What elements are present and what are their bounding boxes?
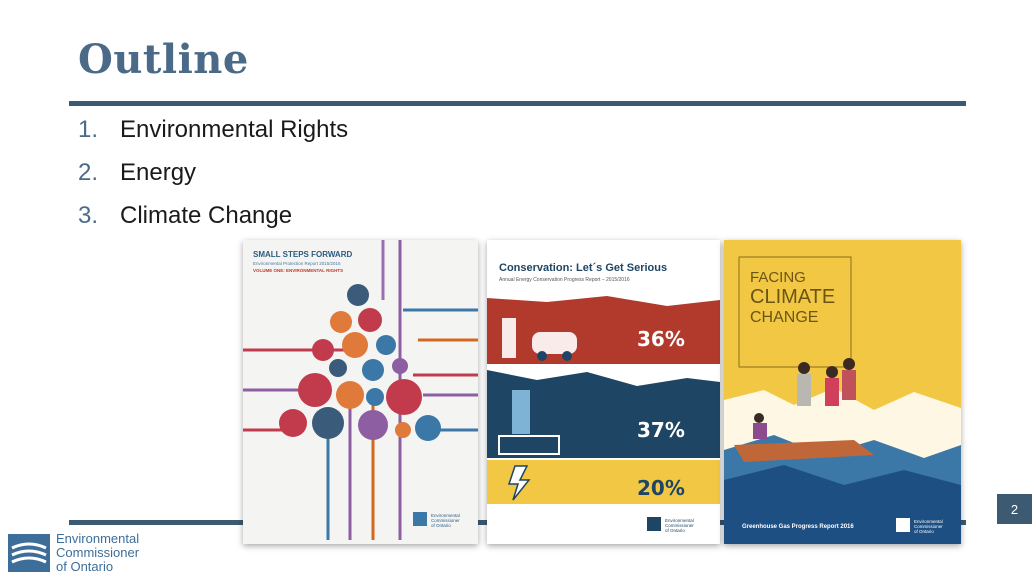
publisher-logo-icon — [896, 518, 910, 532]
list-number: 3. — [78, 202, 99, 229]
cover2-publisher-line: Environmental — [665, 518, 694, 523]
cover3-heading-line: CLIMATE — [750, 286, 835, 308]
cover1-heading: SMALL STEPS FORWARD — [253, 250, 352, 259]
lightning-icon — [507, 465, 531, 501]
cover1-volume: VOLUME ONE: ENVIRONMENTAL RIGHTS — [253, 268, 343, 273]
list-number: 2. — [78, 159, 99, 186]
list-item: 3. Climate Change — [78, 202, 348, 245]
cover2-subheading: Annual Energy Conservation Progress Repo… — [499, 277, 630, 283]
list-number: 1. — [78, 116, 99, 143]
report-cover-energy-conservation: Conservation: Let´s Get Serious Annual E… — [487, 240, 720, 544]
eco-logo: Environmental Commissioner of Ontario — [8, 531, 139, 575]
car-charging-icon — [502, 318, 577, 361]
cover3-publisher-line: Commissioner — [914, 524, 943, 529]
report-cover-environmental-rights: SMALL STEPS FORWARD Environmental Protec… — [243, 240, 478, 544]
cover1-publisher-line: Commissioner — [431, 518, 460, 523]
people-on-raft-icon — [753, 358, 856, 439]
cover1-publisher-line: Environmental — [431, 513, 460, 518]
cover1-subheading: Environmental Protection Report 2015/201… — [253, 261, 341, 266]
list-text: Energy — [120, 159, 197, 186]
cover1-publisher-line: of Ontario — [431, 523, 451, 528]
eco-logo-icon — [8, 534, 50, 572]
list-item: 2. Energy — [78, 159, 348, 202]
title-divider — [69, 101, 966, 106]
publisher-logo-icon — [413, 512, 427, 526]
stat-electricity: 36% — [637, 327, 685, 351]
building-icon — [498, 390, 560, 455]
page-number-badge: 2 — [997, 494, 1032, 524]
list-text: Environmental Rights — [120, 116, 349, 143]
cover3-footer: Greenhouse Gas Progress Report 2016 — [742, 524, 854, 530]
stat-natural-gas: 37% — [637, 418, 685, 442]
cover3-publisher-line: Environmental — [914, 519, 943, 524]
red-band — [487, 296, 720, 364]
raft-shape — [734, 440, 874, 462]
logo-text-line: Environmental — [56, 531, 140, 546]
cover3-heading-line: CHANGE — [750, 309, 818, 326]
cover3-publisher-line: of Ontario — [914, 529, 934, 534]
cover2-heading: Conservation: Let´s Get Serious — [499, 262, 667, 274]
publisher-logo-icon — [647, 517, 661, 531]
outline-list: 1. Environmental Rights 2. Energy 3. Cli… — [78, 116, 348, 245]
report-cover-climate-change: FACING CLIMATE CHANGE Greenhouse Gas Pro… — [724, 240, 961, 544]
logo-text-line: Commissioner — [56, 545, 140, 560]
list-item: 1. Environmental Rights — [78, 116, 348, 159]
stat-transport: 20% — [637, 476, 685, 500]
cover3-heading-line: FACING — [750, 269, 806, 286]
slide-title: Outline — [78, 36, 249, 83]
infographic-circles-icon — [279, 284, 441, 441]
cover2-publisher-line: Commissioner — [665, 523, 694, 528]
cover2-publisher-line: of Ontario — [665, 528, 685, 533]
logo-text-line: of Ontario — [56, 559, 114, 574]
list-text: Climate Change — [120, 202, 293, 229]
